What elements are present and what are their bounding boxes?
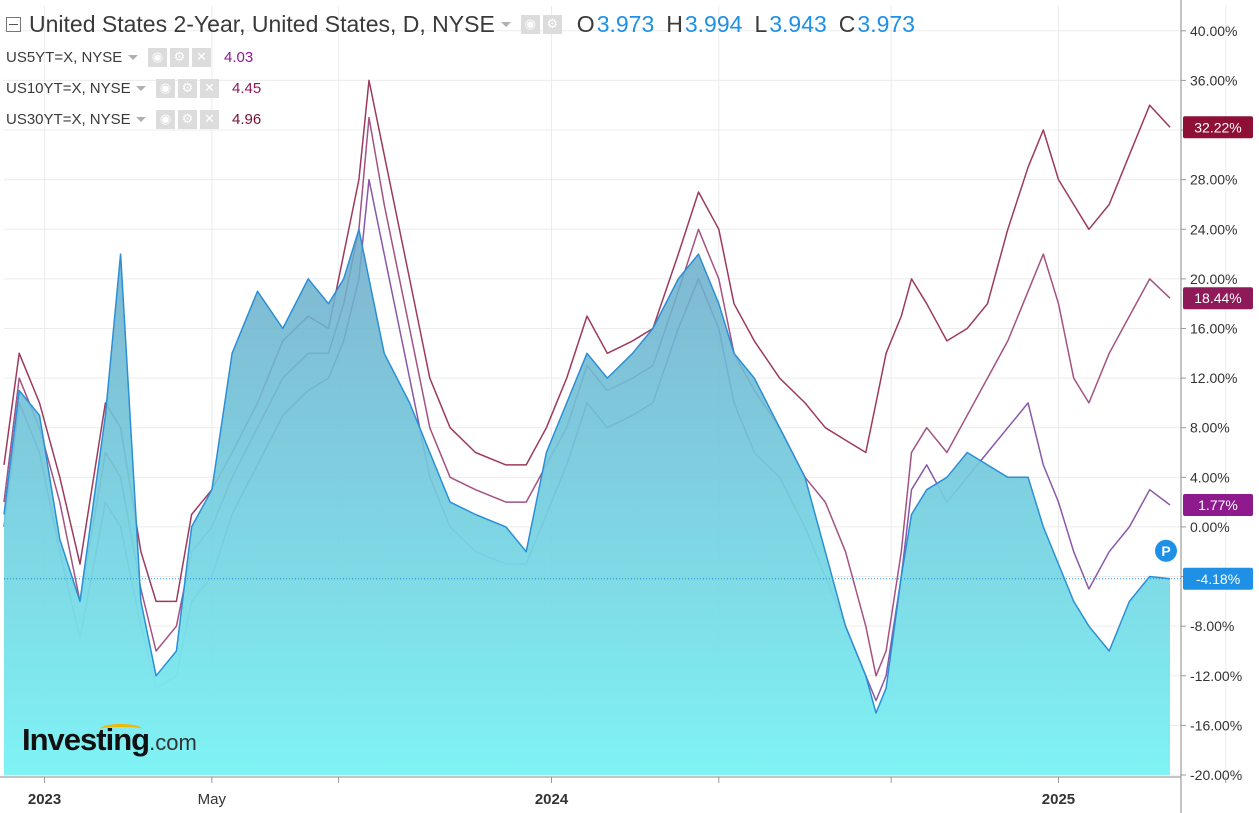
low-label: L [754, 10, 768, 37]
close-icon[interactable]: ✕ [192, 48, 211, 67]
y-tick-label: 4.00% [1190, 469, 1230, 485]
legend: United States 2-Year, United States, D, … [6, 6, 915, 135]
y-tick-label: 24.00% [1190, 221, 1237, 237]
close-label: C [838, 10, 856, 37]
x-tick-label: 2025 [1042, 791, 1075, 808]
series-line-us30yt-x [3, 79, 1171, 603]
series-value-us5yt: 4.03 [224, 49, 254, 66]
investing-logo: Investing.com [22, 722, 197, 758]
last-value-label-us5yt-x: 1.77% [1198, 497, 1238, 513]
legend-us10yt: US10YT=X, NYSE ◉ ⚙ ✕ 4.45 [6, 73, 915, 104]
y-tick-label: -8.00% [1190, 618, 1234, 634]
last-value-badge-united-states-2-year [1183, 567, 1253, 590]
legend-us5yt: US5YT=X, NYSE ◉ ⚙ ✕ 4.03 [6, 42, 915, 73]
last-value-label-us10yt-x: 18.44% [1194, 290, 1241, 306]
last-value-label-united-states-2-year: -4.18% [1196, 571, 1240, 587]
y-tick-label: 0.00% [1190, 519, 1230, 535]
y-tick-label: 36.00% [1190, 72, 1237, 88]
eye-icon[interactable]: ◉ [520, 14, 540, 34]
series-layer [3, 79, 1171, 776]
y-tick-label: -12.00% [1190, 668, 1242, 684]
last-value-label-us30yt-x: 32.22% [1194, 119, 1241, 135]
y-tick-label: -20.00% [1190, 767, 1242, 783]
low-value: 3.943 [769, 10, 827, 37]
last-value-labels: 32.22% 18.44% 1.77% -4.18% P [4, 116, 1253, 590]
y-tick-label: 12.00% [1190, 370, 1237, 386]
price-marker-icon[interactable] [1155, 539, 1177, 562]
x-tick-label: May [198, 791, 227, 808]
y-tick-label: 8.00% [1190, 420, 1230, 436]
y-tick-label: 16.00% [1190, 320, 1237, 336]
chevron-down-icon[interactable] [500, 21, 511, 27]
last-value-badge-us5yt-x [1183, 493, 1253, 516]
y-tick-label: 20.00% [1190, 271, 1237, 287]
series-value-us30yt: 4.96 [232, 111, 262, 128]
eye-icon[interactable]: ◉ [156, 110, 175, 129]
series-name-us10yt[interactable]: US10YT=X, NYSE [6, 80, 131, 97]
series-name-us30yt[interactable]: US30YT=X, NYSE [6, 111, 131, 128]
open-value: 3.973 [596, 10, 655, 37]
chevron-down-icon[interactable] [128, 55, 138, 60]
y-tick-label: -16.00% [1190, 717, 1242, 733]
series-name-us5yt[interactable]: US5YT=X, NYSE [6, 49, 123, 66]
price-marker-letter: P [1161, 543, 1170, 559]
legend-us30yt: US30YT=X, NYSE ◉ ⚙ ✕ 4.96 [6, 104, 915, 135]
chevron-down-icon[interactable] [136, 117, 146, 122]
eye-icon[interactable]: ◉ [148, 48, 167, 67]
series-value-us10yt: 4.45 [232, 80, 262, 97]
series-area-united-states-2-year [4, 229, 1170, 776]
y-tick-label: 40.00% [1190, 23, 1237, 39]
high-label: H [666, 10, 683, 37]
y-tick-label: 28.00% [1190, 172, 1237, 188]
last-value-badge-us10yt-x [1183, 287, 1253, 310]
main-series-title[interactable]: United States 2-Year, United States, D, … [29, 10, 495, 37]
gear-icon[interactable]: ⚙ [170, 48, 189, 67]
x-tick-label: 2023 [28, 791, 61, 808]
gear-icon[interactable]: ⚙ [178, 110, 197, 129]
collapse-toggle[interactable] [6, 16, 21, 32]
last-value-badge-us30yt-x [1183, 116, 1253, 139]
logo-suffix: .com [149, 730, 197, 755]
close-icon[interactable]: ✕ [200, 110, 219, 129]
close-value: 3.973 [857, 10, 915, 37]
series-line-united-states-2-year [3, 228, 1171, 714]
chevron-down-icon[interactable] [136, 86, 146, 91]
gear-icon[interactable]: ⚙ [542, 14, 562, 34]
eye-icon[interactable]: ◉ [156, 79, 175, 98]
gear-icon[interactable]: ⚙ [178, 79, 197, 98]
open-label: O [576, 10, 595, 37]
x-tick-label: 2024 [535, 791, 569, 808]
high-value: 3.994 [684, 10, 743, 37]
logo-swoosh-icon [100, 724, 142, 734]
main-series-legend: United States 2-Year, United States, D, … [6, 6, 915, 42]
close-icon[interactable]: ✕ [200, 79, 219, 98]
